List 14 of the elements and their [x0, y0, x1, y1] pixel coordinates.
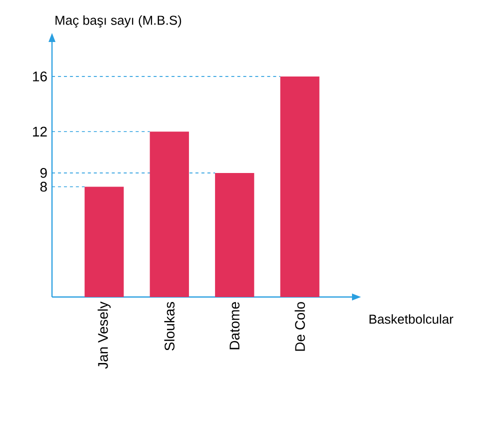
bar	[84, 186, 124, 297]
x-tick-label: Datome	[230, 302, 240, 350]
x-axis-title: Basketbolcular	[370, 314, 454, 324]
x-tick-label: Jan Vesely	[98, 302, 111, 369]
y-tick-label: 16	[33, 72, 47, 82]
y-axis-title: Maç başı sayı (M.B.S)	[56, 15, 182, 28]
y-tick-label: 8	[40, 182, 47, 192]
bar	[280, 76, 320, 297]
x-tick-label: De Colo	[294, 302, 305, 351]
y-tick-label: 9	[40, 168, 47, 178]
y-tick-label: 12	[33, 126, 47, 136]
bar	[150, 132, 189, 297]
x-tick-label: Sloukas	[164, 302, 175, 350]
bar	[215, 172, 254, 297]
